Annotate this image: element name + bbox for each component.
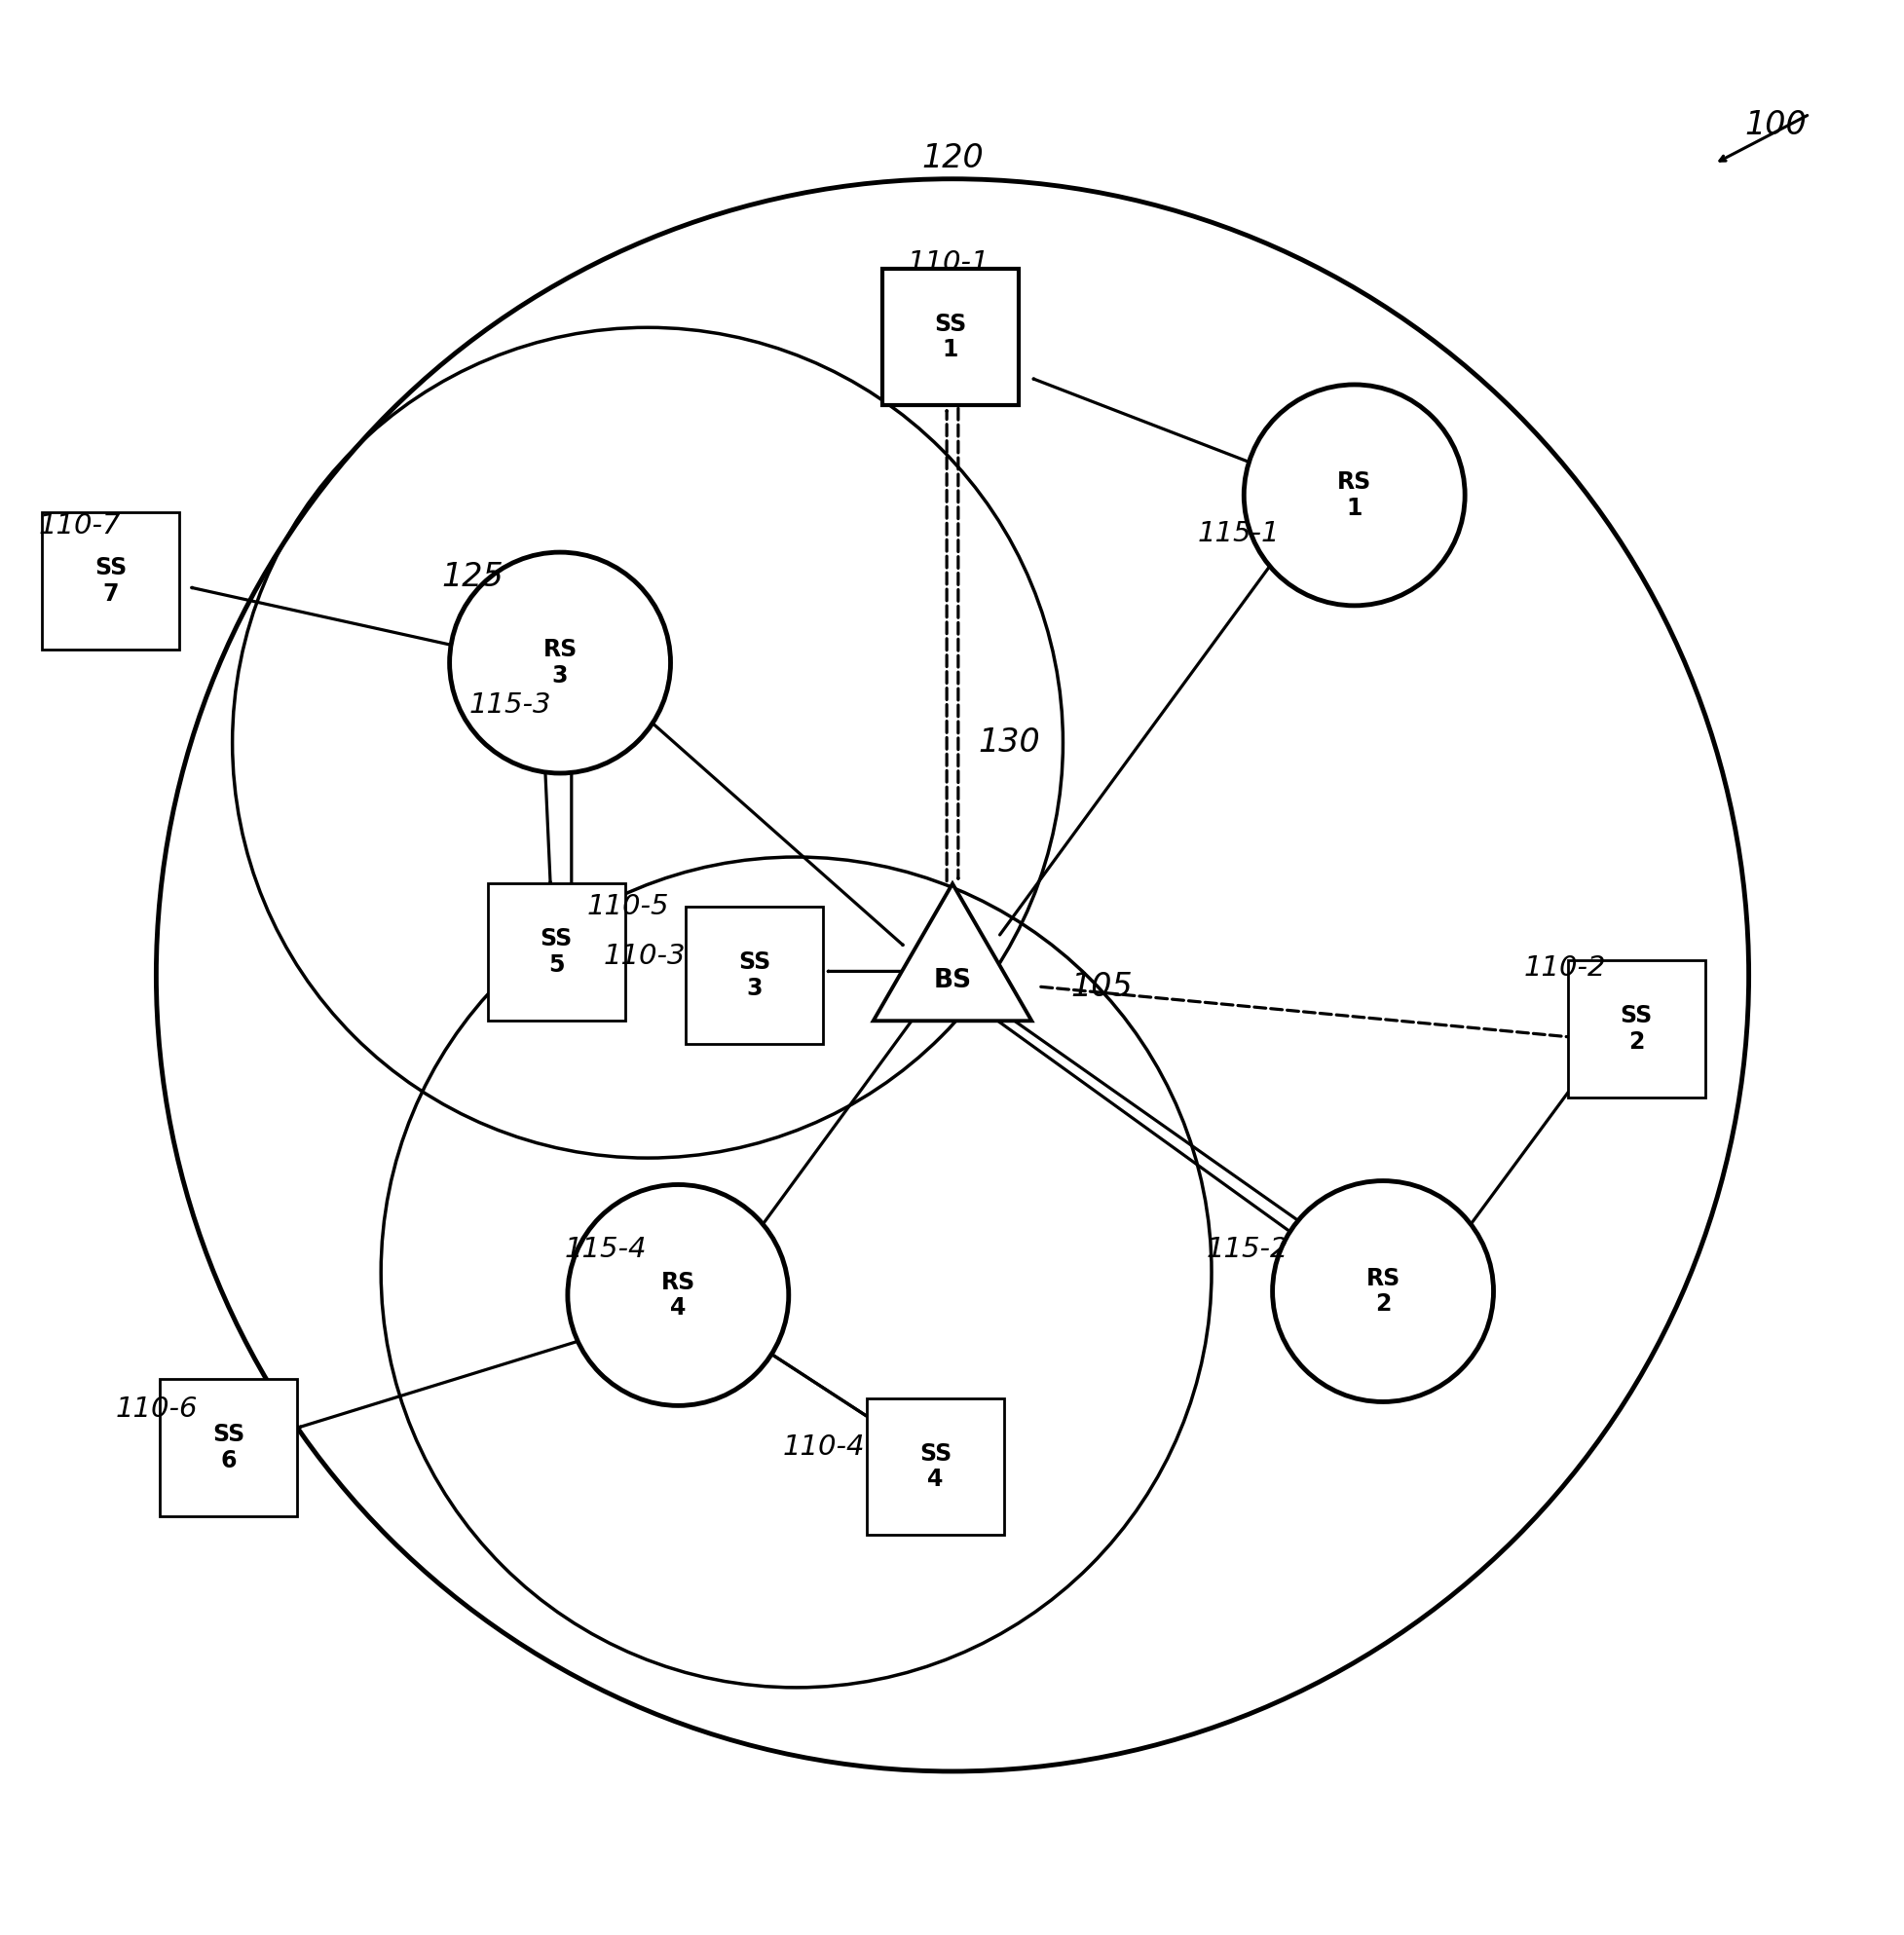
Text: RS
3: RS 3 [543,639,577,687]
Text: 115-4: 115-4 [564,1236,647,1264]
FancyBboxPatch shape [882,269,1019,406]
Text: SS
7: SS 7 [95,555,126,606]
Text: 115-2: 115-2 [1205,1236,1289,1264]
Text: 105: 105 [1070,971,1133,1002]
FancyBboxPatch shape [1567,960,1704,1097]
Text: 115-1: 115-1 [1196,521,1279,548]
Text: RS
4: RS 4 [661,1271,695,1320]
Text: SS
5: SS 5 [541,927,571,977]
FancyBboxPatch shape [160,1380,297,1517]
Text: 110-6: 110-6 [114,1395,198,1422]
Circle shape [1243,385,1464,606]
Text: 110-1: 110-1 [906,250,990,277]
FancyBboxPatch shape [42,513,179,650]
Text: 115-3: 115-3 [468,691,552,718]
Text: 110-4: 110-4 [783,1434,864,1461]
FancyBboxPatch shape [685,906,823,1043]
Text: SS
3: SS 3 [739,950,769,1000]
Text: BS: BS [933,968,971,993]
FancyBboxPatch shape [866,1397,1003,1534]
Circle shape [1272,1180,1493,1401]
Text: SS
2: SS 2 [1620,1004,1651,1053]
Text: 120: 120 [922,141,982,174]
Text: RS
1: RS 1 [1337,470,1371,521]
Text: 100: 100 [1744,110,1805,141]
Circle shape [567,1184,788,1405]
Circle shape [449,551,670,774]
Text: 110-3: 110-3 [604,942,685,969]
FancyBboxPatch shape [487,884,625,1022]
Text: 110-5: 110-5 [586,892,668,921]
Text: RS
2: RS 2 [1365,1267,1399,1316]
Text: SS
4: SS 4 [920,1442,950,1492]
Text: 110-7: 110-7 [38,513,122,540]
Text: 125: 125 [442,561,503,594]
Text: SS
1: SS 1 [935,312,965,362]
Text: 130: 130 [979,728,1040,759]
Text: 110-2: 110-2 [1523,954,1605,981]
Text: SS
6: SS 6 [213,1422,244,1473]
